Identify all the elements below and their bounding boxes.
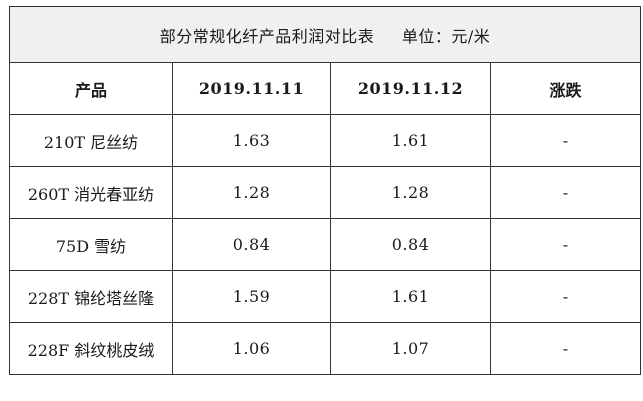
header-date-1: 2019.11.11 (172, 62, 331, 115)
header-row: 产品 2019.11.11 2019.11.12 涨跌 (9, 62, 641, 115)
header-date-2: 2019.11.12 (330, 62, 491, 115)
product-cell: 260T 消光春亚纺 (9, 166, 173, 219)
value-cell-date-2: 1.61 (330, 114, 491, 167)
product-cell: 210T 尼丝纺 (9, 114, 173, 167)
change-cell: - (490, 218, 641, 271)
header-product: 产品 (9, 62, 173, 115)
table-title-cell: 部分常规化纤产品利润对比表 单位：元/米 (9, 6, 641, 63)
value-cell-date-2: 1.28 (330, 166, 491, 219)
change-cell: - (490, 270, 641, 323)
value-cell-date-2: 1.07 (330, 322, 491, 375)
table-row: 75D 雪纺 0.84 0.84 - (9, 218, 641, 271)
table-row: 210T 尼丝纺 1.63 1.61 - (9, 114, 641, 167)
profit-table: 部分常规化纤产品利润对比表 单位：元/米 产品 2019.11.11 2019.… (9, 6, 641, 375)
change-cell: - (490, 114, 641, 167)
change-cell: - (490, 322, 641, 375)
unit-label: 单位：元/米 (401, 26, 491, 46)
value-cell-date-2: 1.61 (330, 270, 491, 323)
table-row: 228F 斜纹桃皮绒 1.06 1.07 - (9, 322, 641, 375)
change-cell: - (490, 166, 641, 219)
table-row: 260T 消光春亚纺 1.28 1.28 - (9, 166, 641, 219)
product-cell: 75D 雪纺 (9, 218, 173, 271)
value-cell-date-1: 0.84 (172, 218, 331, 271)
value-cell-date-1: 1.63 (172, 114, 331, 167)
value-cell-date-1: 1.06 (172, 322, 331, 375)
header-change: 涨跌 (490, 62, 641, 115)
product-cell: 228T 锦纶塔丝隆 (9, 270, 173, 323)
product-cell: 228F 斜纹桃皮绒 (9, 322, 173, 375)
table-row: 228T 锦纶塔丝隆 1.59 1.61 - (9, 270, 641, 323)
table-title: 部分常规化纤产品利润对比表 (159, 26, 375, 46)
value-cell-date-1: 1.59 (172, 270, 331, 323)
value-cell-date-2: 0.84 (330, 218, 491, 271)
value-cell-date-1: 1.28 (172, 166, 331, 219)
